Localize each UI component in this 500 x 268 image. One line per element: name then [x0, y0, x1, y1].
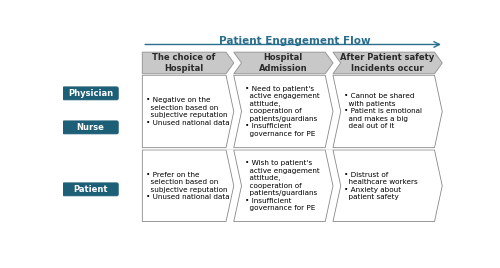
Text: Nurse: Nurse: [76, 123, 104, 132]
Text: The choice of
Hospital: The choice of Hospital: [152, 53, 216, 73]
Text: Patient Engagement Flow: Patient Engagement Flow: [219, 36, 371, 46]
Polygon shape: [333, 52, 442, 74]
Text: • Wish to patient's
  active engagement
  attitude,
  cooperation of
  patients/: • Wish to patient's active engagement at…: [244, 160, 320, 211]
Text: After Patient safety
Incidents occur: After Patient safety Incidents occur: [340, 53, 434, 73]
Text: • Prefer on the
  selection based on
  subjective reputation
• Unused national d: • Prefer on the selection based on subje…: [146, 172, 230, 200]
Text: • Need to patient's
  active engagement
  attitude,
  cooperation of
  patients/: • Need to patient's active engagement at…: [244, 86, 320, 137]
Polygon shape: [234, 150, 333, 222]
Text: • Cannot be shared
  with patients
• Patient is emotional
  and makes a big
  de: • Cannot be shared with patients • Patie…: [344, 94, 422, 129]
Polygon shape: [234, 75, 333, 148]
FancyBboxPatch shape: [62, 87, 118, 100]
Text: Physician: Physician: [68, 89, 113, 98]
Polygon shape: [333, 150, 442, 222]
Polygon shape: [142, 150, 234, 222]
Polygon shape: [142, 75, 234, 148]
Text: Patient: Patient: [73, 185, 108, 194]
FancyBboxPatch shape: [62, 183, 118, 196]
Polygon shape: [142, 52, 234, 74]
Polygon shape: [333, 75, 442, 148]
Text: Hospital
Admission: Hospital Admission: [259, 53, 308, 73]
Text: • Negative on the
  selection based on
  subjective reputation
• Unused national: • Negative on the selection based on sub…: [146, 97, 230, 126]
Polygon shape: [234, 52, 333, 74]
FancyBboxPatch shape: [62, 121, 118, 134]
Text: • Distrust of
  healthcare workers
• Anxiety about
  patient safety: • Distrust of healthcare workers • Anxie…: [344, 172, 418, 200]
